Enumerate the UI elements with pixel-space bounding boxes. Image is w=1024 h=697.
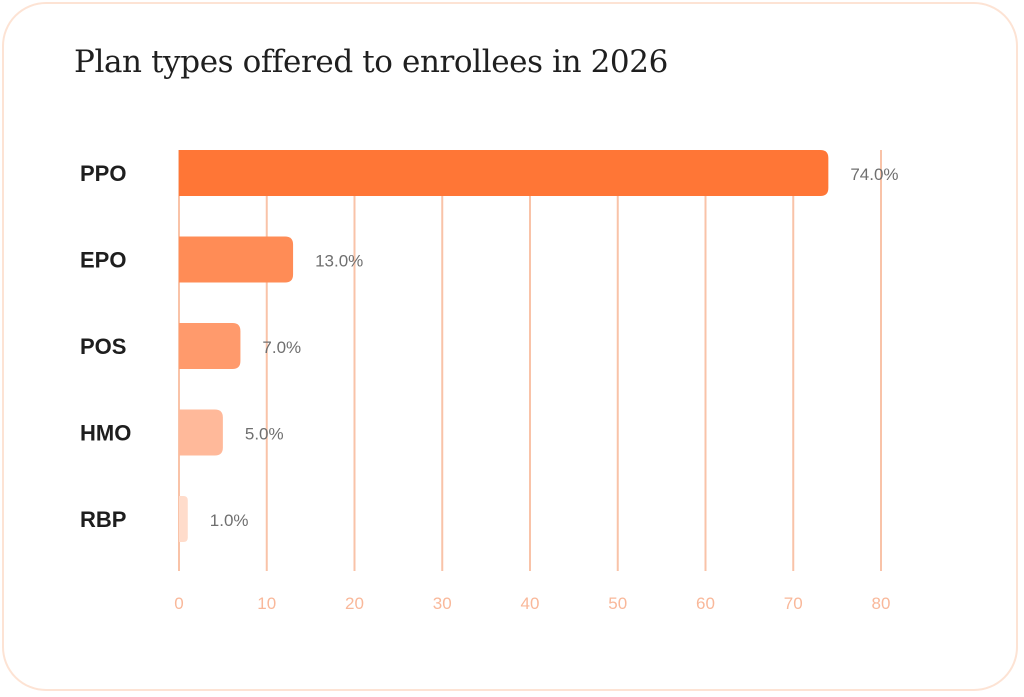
- category-label-hmo: HMO: [80, 421, 131, 446]
- category-label-ppo: PPO: [80, 161, 126, 186]
- grid-lines: [178, 150, 882, 571]
- value-label-ppo: 74.0%: [850, 165, 898, 184]
- category-label-epo: EPO: [80, 248, 126, 273]
- category-label-pos: POS: [80, 334, 126, 359]
- x-tick-label-80: 80: [872, 594, 891, 613]
- labels: 0 10 20 30 40 50 60 70 80 PPO 74.0% EPO 13.0% POS 7.0%…: [80, 161, 899, 613]
- x-tick-label-40: 40: [521, 594, 540, 613]
- x-tick-label-0: 0: [174, 594, 183, 613]
- bar-epo: [179, 236, 294, 283]
- value-label-hmo: 5.0%: [245, 425, 284, 444]
- value-label-pos: 7.0%: [262, 338, 301, 357]
- bar-rbp: [179, 496, 188, 542]
- x-tick-label-70: 70: [784, 594, 803, 613]
- x-tick-label-10: 10: [257, 594, 276, 613]
- bar-pos: [179, 323, 241, 369]
- value-label-rbp: 1.0%: [210, 511, 249, 530]
- x-tick-label-60: 60: [696, 594, 715, 613]
- bars: [179, 150, 829, 542]
- bar-ppo: [179, 150, 829, 196]
- x-tick-label-20: 20: [345, 594, 364, 613]
- category-label-rbp: RBP: [80, 507, 126, 532]
- x-tick-label-30: 30: [433, 594, 452, 613]
- x-tick-label-50: 50: [608, 594, 627, 613]
- value-label-epo: 13.0%: [315, 252, 363, 271]
- chart-title: Plan types offered to enrollees in 2026: [74, 44, 668, 80]
- bar-hmo: [179, 409, 223, 456]
